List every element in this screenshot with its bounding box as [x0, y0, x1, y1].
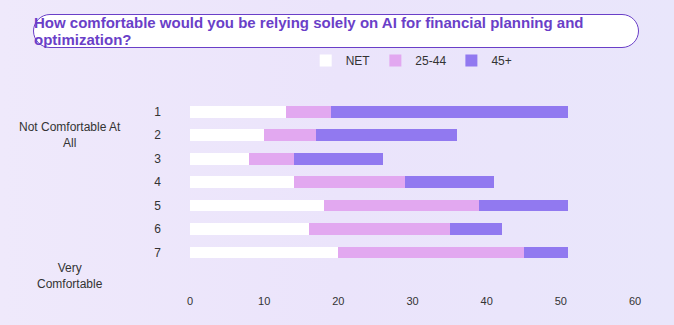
svg-text:NET: NET: [346, 54, 371, 68]
svg-text:20: 20: [332, 295, 344, 307]
svg-text:VeryComfortable: VeryComfortable: [37, 261, 103, 291]
svg-text:50: 50: [555, 295, 567, 307]
svg-text:6: 6: [154, 222, 161, 236]
svg-text:0: 0: [187, 295, 193, 307]
svg-text:7: 7: [154, 246, 161, 260]
svg-text:45+: 45+: [491, 54, 511, 68]
svg-text:10: 10: [258, 295, 270, 307]
svg-text:5: 5: [154, 199, 161, 213]
svg-text:4: 4: [154, 175, 161, 189]
svg-text:30: 30: [406, 295, 418, 307]
svg-text:40: 40: [481, 295, 493, 307]
svg-text:1: 1: [154, 105, 161, 119]
svg-text:25-44: 25-44: [415, 54, 446, 68]
svg-text:Not Comfortable AtAll: Not Comfortable AtAll: [19, 120, 121, 150]
svg-text:2: 2: [154, 128, 161, 142]
html-text:How comfortable would you be r: How comfortable would you be relying sol…: [34, 14, 584, 48]
svg-text:60: 60: [629, 295, 641, 307]
svg-text:3: 3: [154, 152, 161, 166]
